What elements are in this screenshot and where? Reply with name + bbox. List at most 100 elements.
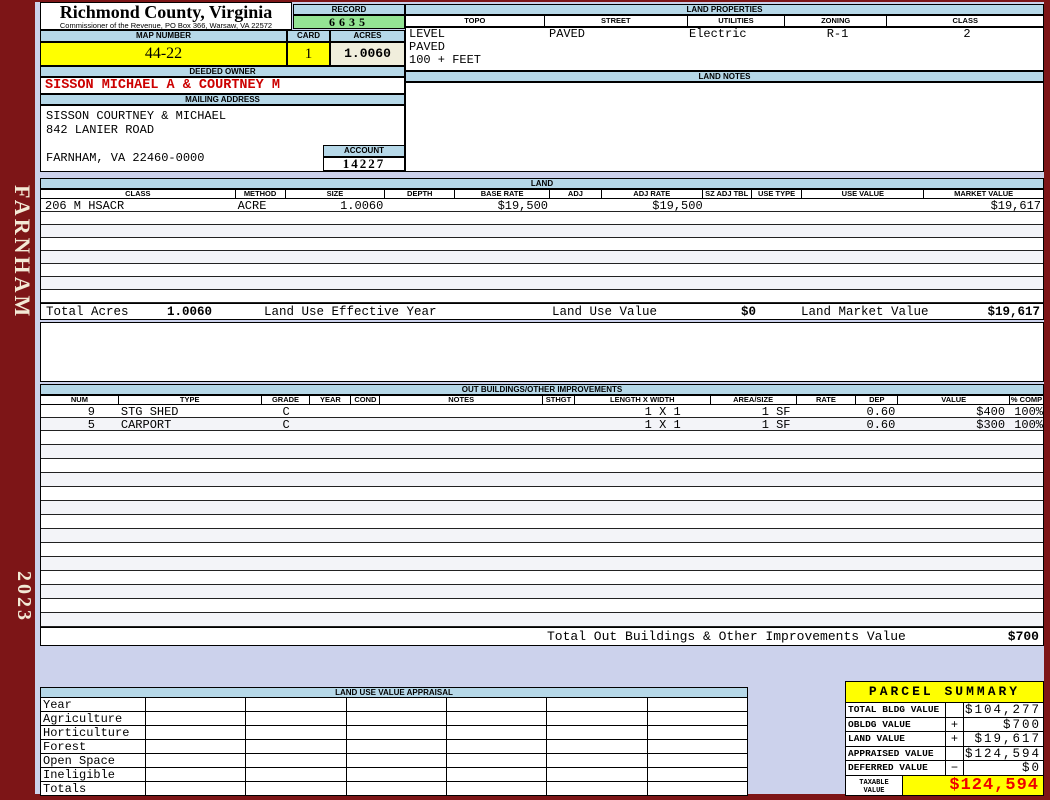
ob-h-type: TYPE <box>119 396 262 404</box>
appraisal-cell <box>347 698 447 711</box>
land-h-base-rate: BASE RATE <box>455 190 550 198</box>
taxable-label-line1: TAXABLE <box>859 778 889 787</box>
appraisal-row-forest: Forest <box>41 740 747 754</box>
topo-value-3: 100 + FEET <box>409 53 482 67</box>
empty-row <box>41 473 1043 487</box>
appraisal-cell <box>547 782 648 795</box>
ob-cell-num: 5 <box>87 418 95 432</box>
appraisal-cell <box>447 768 548 781</box>
appraisal-cell <box>547 698 648 711</box>
appraisal-cell <box>447 754 548 767</box>
ob-cell-rate <box>797 418 857 430</box>
empty-row <box>41 212 1043 225</box>
ob-cell-dep: 0.60 <box>866 418 896 432</box>
acres-label: ACRES <box>330 30 405 42</box>
appraisal-row-totals: Totals <box>41 782 747 796</box>
taxable-value: $124,594 <box>903 775 1043 795</box>
appraisal-cell <box>547 754 648 767</box>
appraisal-row-year: Year <box>41 698 747 712</box>
empty-row <box>41 529 1043 543</box>
land-h-method: METHOD <box>236 190 286 198</box>
ob-data-row-2[interactable]: 5 CARPORT C 1 X 1 1 SF 0.60 $300 100% <box>41 418 1043 432</box>
map-number-value[interactable]: 44-22 <box>40 42 287 66</box>
empty-row <box>41 251 1043 264</box>
land-use-appraisal-table: Year Agriculture Horticulture Forest Ope… <box>40 698 748 796</box>
land-cell-use-value <box>802 199 924 211</box>
summary-value: $700 <box>1002 717 1041 732</box>
land-cell-base-rate: $19,500 <box>497 199 548 213</box>
out-buildings-header-row: NUM TYPE GRADE YEAR COND NOTES STHGT LEN… <box>40 395 1044 405</box>
appraisal-cell <box>648 740 747 753</box>
out-buildings-total-row: Total Out Buildings & Other Improvements… <box>40 627 1044 646</box>
appraisal-cell <box>347 740 447 753</box>
header-zoning: ZONING <box>785 16 888 26</box>
ob-data-row-1[interactable]: 9 STG SHED C 1 X 1 1 SF 0.60 $400 100% <box>41 405 1043 419</box>
ob-cell-comp: 100% <box>1014 405 1043 419</box>
empty-row <box>41 290 1043 303</box>
empty-row <box>41 515 1043 529</box>
summary-row-deferred: DEFERRED VALUE − $0 <box>846 761 1043 776</box>
taxable-label: TAXABLE VALUE <box>846 775 903 795</box>
summary-row-obldg: OBLDG VALUE + $700 <box>846 717 1043 732</box>
land-h-adj-rate: ADJ RATE <box>602 190 703 198</box>
appraisal-row-label: Forest <box>41 740 146 754</box>
empty-row <box>41 277 1043 290</box>
land-empty-rows <box>41 212 1043 303</box>
land-properties-title: LAND PROPERTIES <box>405 4 1044 15</box>
ob-h-length-width: LENGTH X WIDTH <box>575 396 711 404</box>
land-use-appraisal-title: LAND USE VALUE APPRAISAL <box>40 687 748 698</box>
mailing-line-1: SISSON COURTNEY & MICHAEL <box>46 109 227 123</box>
land-use-value: $0 <box>741 305 757 319</box>
summary-label: LAND VALUE <box>846 732 946 746</box>
land-cell-use-type <box>752 199 803 211</box>
appraisal-cell <box>547 768 648 781</box>
card-value[interactable]: 1 <box>287 42 330 66</box>
ob-cell-dep: 0.60 <box>866 405 896 419</box>
empty-row <box>41 459 1043 473</box>
header-utilities: UTILITIES <box>688 16 785 26</box>
land-use-effective-year-label: Land Use Effective Year <box>264 305 437 319</box>
topo-value-2: PAVED <box>409 40 446 54</box>
land-properties-values: LEVEL PAVED 100 + FEET PAVED Electric R-… <box>405 27 1044 71</box>
land-totals-row: Total Acres 1.0060 Land Use Effective Ye… <box>40 303 1044 320</box>
empty-row <box>41 445 1043 459</box>
ob-h-grade: GRADE <box>262 396 311 404</box>
appraisal-cell <box>146 712 247 725</box>
summary-label: TOTAL BLDG VALUE <box>846 703 946 717</box>
acres-value[interactable]: 1.0060 <box>330 42 405 66</box>
zoning-value: R-1 <box>826 27 849 41</box>
summary-row-taxable: TAXABLE VALUE $124,594 <box>846 775 1043 796</box>
ob-cell-grade: C <box>282 418 290 432</box>
land-h-use-type: USE TYPE <box>752 190 803 198</box>
empty-row <box>41 571 1043 585</box>
header-topo: TOPO <box>406 16 545 26</box>
land-header-row: CLASS METHOD SIZE DEPTH BASE RATE ADJ AD… <box>40 189 1044 199</box>
appraisal-cell <box>648 698 747 711</box>
empty-row <box>41 585 1043 599</box>
record-value[interactable]: 6635 <box>293 15 405 29</box>
ob-cell-comp: 100% <box>1014 418 1043 432</box>
appraisal-cell <box>246 782 347 795</box>
appraisal-cell <box>447 782 548 795</box>
land-data-row[interactable]: 206 M HSACR ACRE 1.0060 $19,500 $19,500 … <box>41 199 1043 213</box>
topo-value-1: LEVEL <box>409 27 446 41</box>
appraisal-cell <box>648 754 747 767</box>
appraisal-cell <box>347 754 447 767</box>
appraisal-cell <box>547 726 648 739</box>
ob-h-value: VALUE <box>898 396 1011 404</box>
land-use-value-label: Land Use Value <box>552 305 658 319</box>
ob-cell-year <box>310 418 351 430</box>
empty-row <box>41 599 1043 613</box>
ob-cell-type: STG SHED <box>120 405 179 419</box>
land-notes-title: LAND NOTES <box>405 71 1044 82</box>
account-value[interactable]: 14227 <box>323 157 405 171</box>
land-section-title: LAND <box>40 178 1044 189</box>
summary-value: $124,594 <box>964 746 1041 761</box>
appraisal-cell <box>146 782 247 795</box>
appraisal-cell <box>648 712 747 725</box>
land-notes-box[interactable] <box>405 82 1044 172</box>
summary-row-appraised: APPRAISED VALUE $124,594 <box>846 746 1043 761</box>
summary-sign: + <box>946 732 964 746</box>
mailing-line-3: FARNHAM, VA 22460-0000 <box>46 151 205 165</box>
